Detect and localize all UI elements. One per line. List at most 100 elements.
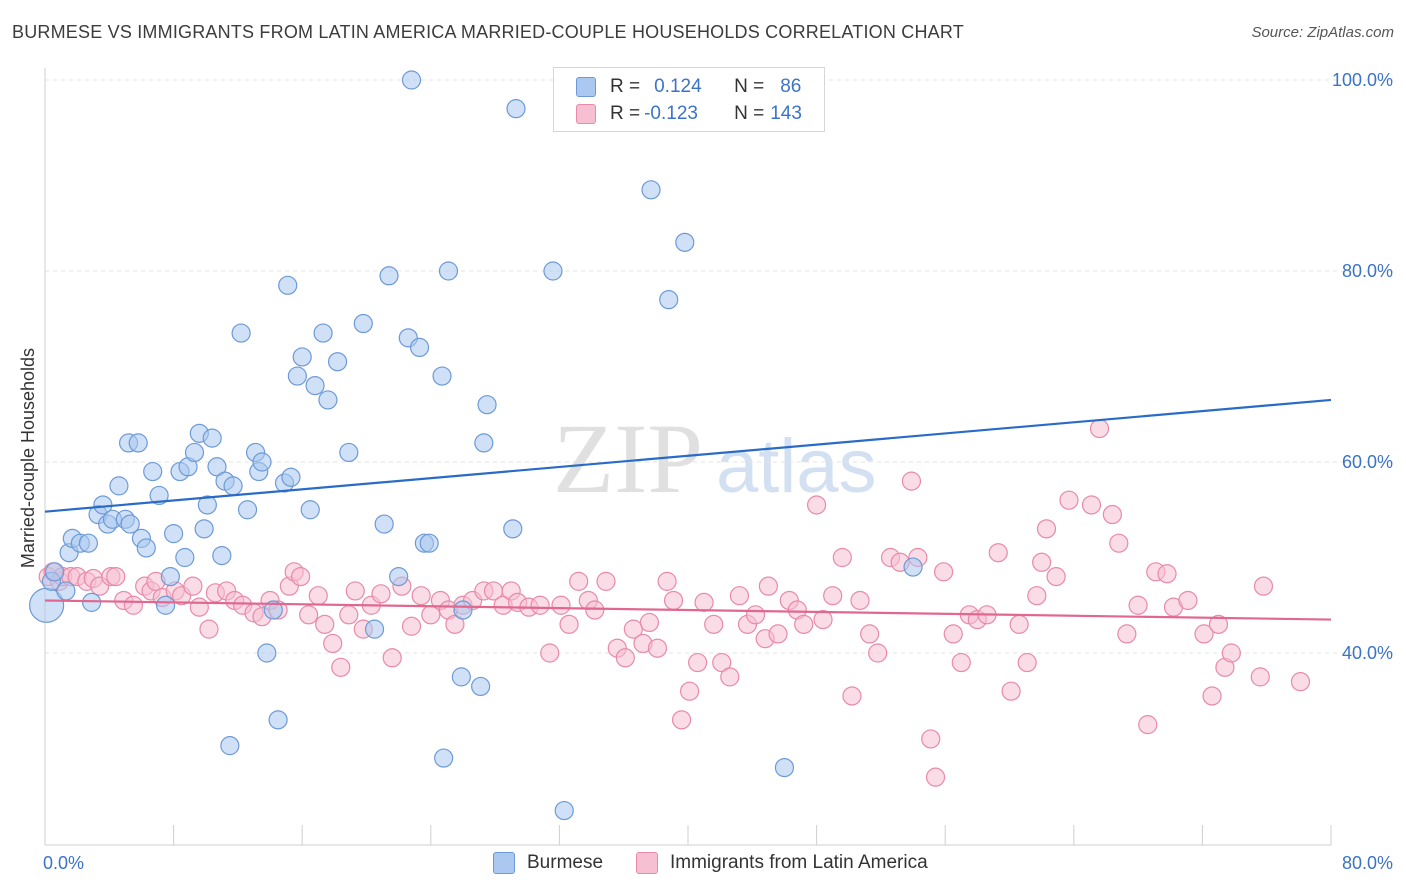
latin-america-point [596, 571, 616, 591]
legend-row-latin-america: R = -0.123 N = 143 [576, 101, 802, 127]
burmese-point [305, 376, 325, 396]
burmese-point [409, 337, 430, 357]
latin-america-point [1081, 495, 1102, 515]
series-legend-label: Immigrants from Latin America [670, 852, 928, 873]
series-swatch-blue [493, 852, 515, 874]
latin-america-point [299, 605, 319, 625]
burmese-point [155, 595, 176, 615]
watermark-zip: ZIP [553, 403, 703, 514]
legend-r-value: 0.124 [654, 76, 702, 97]
latin-america-point [806, 495, 827, 515]
latin-america-point [921, 729, 941, 749]
burmese-point [143, 461, 163, 482]
burmese-point [120, 514, 140, 534]
latin-america-point [860, 624, 880, 644]
latin-america-point [1046, 566, 1066, 587]
burmese-point [675, 232, 695, 252]
burmese-point [451, 667, 471, 687]
burmese-point [45, 562, 65, 582]
burmese-point [364, 619, 385, 639]
latin-america-point [345, 581, 365, 601]
legend-row-burmese: R = 0.124 N = 86 [576, 74, 801, 100]
latin-america-point [639, 612, 660, 633]
latin-america-point [1157, 564, 1177, 584]
latin-america-point [401, 616, 422, 636]
chart-title: BURMESE VS IMMIGRANTS FROM LATIN AMERICA… [12, 22, 964, 42]
burmese-point [82, 592, 102, 612]
latin-america-point [680, 681, 700, 701]
latin-america-point [850, 590, 870, 611]
y-tick-label: 60.0% [1342, 452, 1393, 472]
burmese-point [453, 600, 473, 620]
y-tick-label: 40.0% [1342, 643, 1393, 663]
latin-america-point [106, 566, 126, 587]
burmese-point [339, 442, 359, 463]
latin-america-point [623, 619, 643, 639]
burmese-point [136, 538, 156, 558]
latin-america-point [323, 633, 343, 654]
latin-america-point [585, 600, 605, 620]
burmese-point [149, 485, 169, 506]
burmese-point [220, 736, 240, 756]
burmese-point [554, 800, 574, 821]
burmese-point [471, 676, 491, 697]
legend-swatch-pink [576, 104, 596, 124]
y-axis-label: Married-couple Households [18, 348, 38, 568]
source-note: Source: ZipAtlas.com [1251, 24, 1394, 41]
latin-america-point [663, 590, 684, 611]
burmese-point [434, 748, 454, 768]
latin-america-point [671, 710, 692, 730]
burmese-point [268, 710, 288, 730]
latin-america-point [823, 586, 843, 606]
burmese-point [477, 395, 497, 415]
latin-america-point [688, 652, 708, 673]
series-legend-latin-america[interactable]: Immigrants from Latin America [636, 852, 928, 874]
burmese-point [281, 467, 301, 487]
burmese-point [401, 70, 422, 90]
latin-america-point [933, 562, 954, 582]
burmese-point [252, 452, 272, 472]
latin-america-point [615, 648, 635, 668]
burmese-point [78, 533, 99, 553]
correlation-legend: R = 0.124 N = 86 R = -0.123 N = 143 [553, 67, 825, 132]
burmese-point [300, 500, 320, 520]
latin-america-point [1253, 576, 1274, 596]
latin-america-point [290, 566, 311, 587]
burmese-point [353, 313, 373, 334]
legend-n-value: 86 [780, 76, 802, 97]
latin-america-point [371, 584, 391, 604]
burmese-point [287, 366, 307, 386]
latin-america-point [1202, 686, 1222, 706]
latin-america-point [411, 586, 431, 606]
latin-america-point [199, 619, 219, 639]
latin-america-point [1102, 504, 1122, 525]
burmese-point [474, 433, 494, 453]
latin-america-point [1032, 552, 1052, 572]
burmese-point [231, 323, 251, 343]
burmese-point [374, 514, 394, 534]
latin-america-trend-line [44, 599, 1332, 621]
latin-america-point [720, 667, 740, 687]
latin-america-point [1128, 595, 1148, 615]
latin-america-point [1089, 418, 1110, 439]
latin-america-point [308, 586, 328, 606]
burmese-point [389, 566, 409, 587]
latin-america-point [657, 571, 677, 591]
burmese-point [194, 519, 214, 539]
series-legend-burmese[interactable]: Burmese [493, 852, 603, 874]
burmese-point [432, 366, 452, 386]
latin-america-point [540, 643, 560, 663]
latin-america-point [382, 648, 402, 668]
burmese-trend-line [44, 398, 1332, 513]
burmese-point [641, 180, 661, 200]
legend-r-label: R = [610, 76, 641, 97]
burmese-point [318, 390, 338, 410]
legend-n-label: N = [734, 103, 765, 124]
latin-america-point [1208, 614, 1229, 634]
burmese-point [175, 547, 195, 568]
burmese-point [237, 500, 258, 520]
burmese-point [223, 476, 243, 496]
latin-america-point [1001, 681, 1021, 701]
latin-america-point [189, 597, 209, 617]
